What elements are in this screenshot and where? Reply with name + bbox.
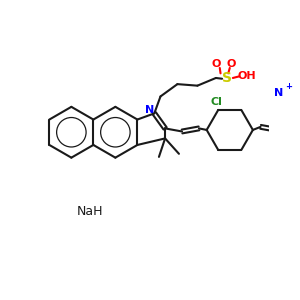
Text: O: O xyxy=(226,59,236,69)
Text: N: N xyxy=(145,105,154,115)
Text: OH: OH xyxy=(237,71,256,81)
Circle shape xyxy=(284,117,300,137)
Text: Cl: Cl xyxy=(211,97,223,107)
Text: S: S xyxy=(222,71,232,85)
Text: +: + xyxy=(285,82,292,91)
Text: O: O xyxy=(211,59,220,69)
Text: NaH: NaH xyxy=(76,205,103,218)
Text: N: N xyxy=(274,88,284,98)
